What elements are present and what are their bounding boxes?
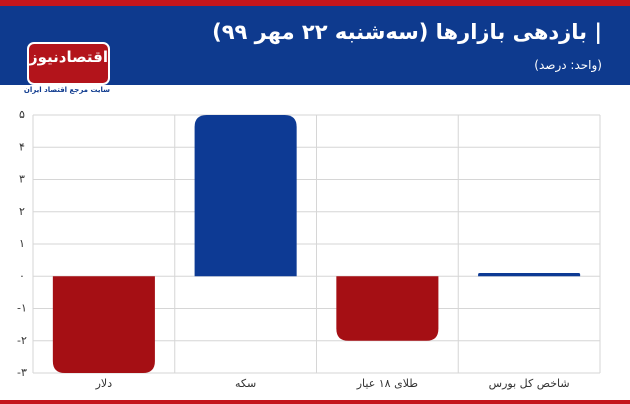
chart-title: | بازدهی بازارها (سه‌شنبه ۲۲ مهر ۹۹): [212, 20, 602, 44]
top-stripe: [0, 0, 630, 6]
x-tick-label: سکه: [235, 377, 256, 390]
y-tick-label: ۳: [19, 173, 25, 186]
x-tick-label: طلای ۱۸ عیار: [356, 377, 419, 390]
y-tick-label: -۳: [17, 366, 27, 379]
y-tick-label: -۲: [17, 334, 27, 347]
logo: اقتصادنیوز: [27, 42, 110, 85]
logo-name: اقتصادنیوز: [29, 48, 108, 66]
y-tick-label: ۵: [19, 108, 25, 121]
y-tick-label: ۱: [19, 237, 25, 250]
x-tick-label: دلار: [95, 377, 113, 390]
y-tick-label: ۴: [19, 140, 25, 153]
bar: [336, 276, 439, 341]
logo-tagline: سایت مرجع اقتصاد ایران: [23, 86, 110, 94]
y-tick-label: ۰: [19, 269, 25, 282]
bar: [52, 276, 155, 373]
chart-subtitle: (واحد: درصد): [534, 58, 602, 72]
bar: [194, 115, 297, 277]
bar: [478, 273, 581, 277]
bottom-stripe: [0, 400, 630, 404]
y-tick-label: -۱: [17, 302, 27, 315]
y-tick-label: ۲: [19, 205, 25, 218]
x-tick-label: شاخص کل بورس: [489, 377, 570, 390]
